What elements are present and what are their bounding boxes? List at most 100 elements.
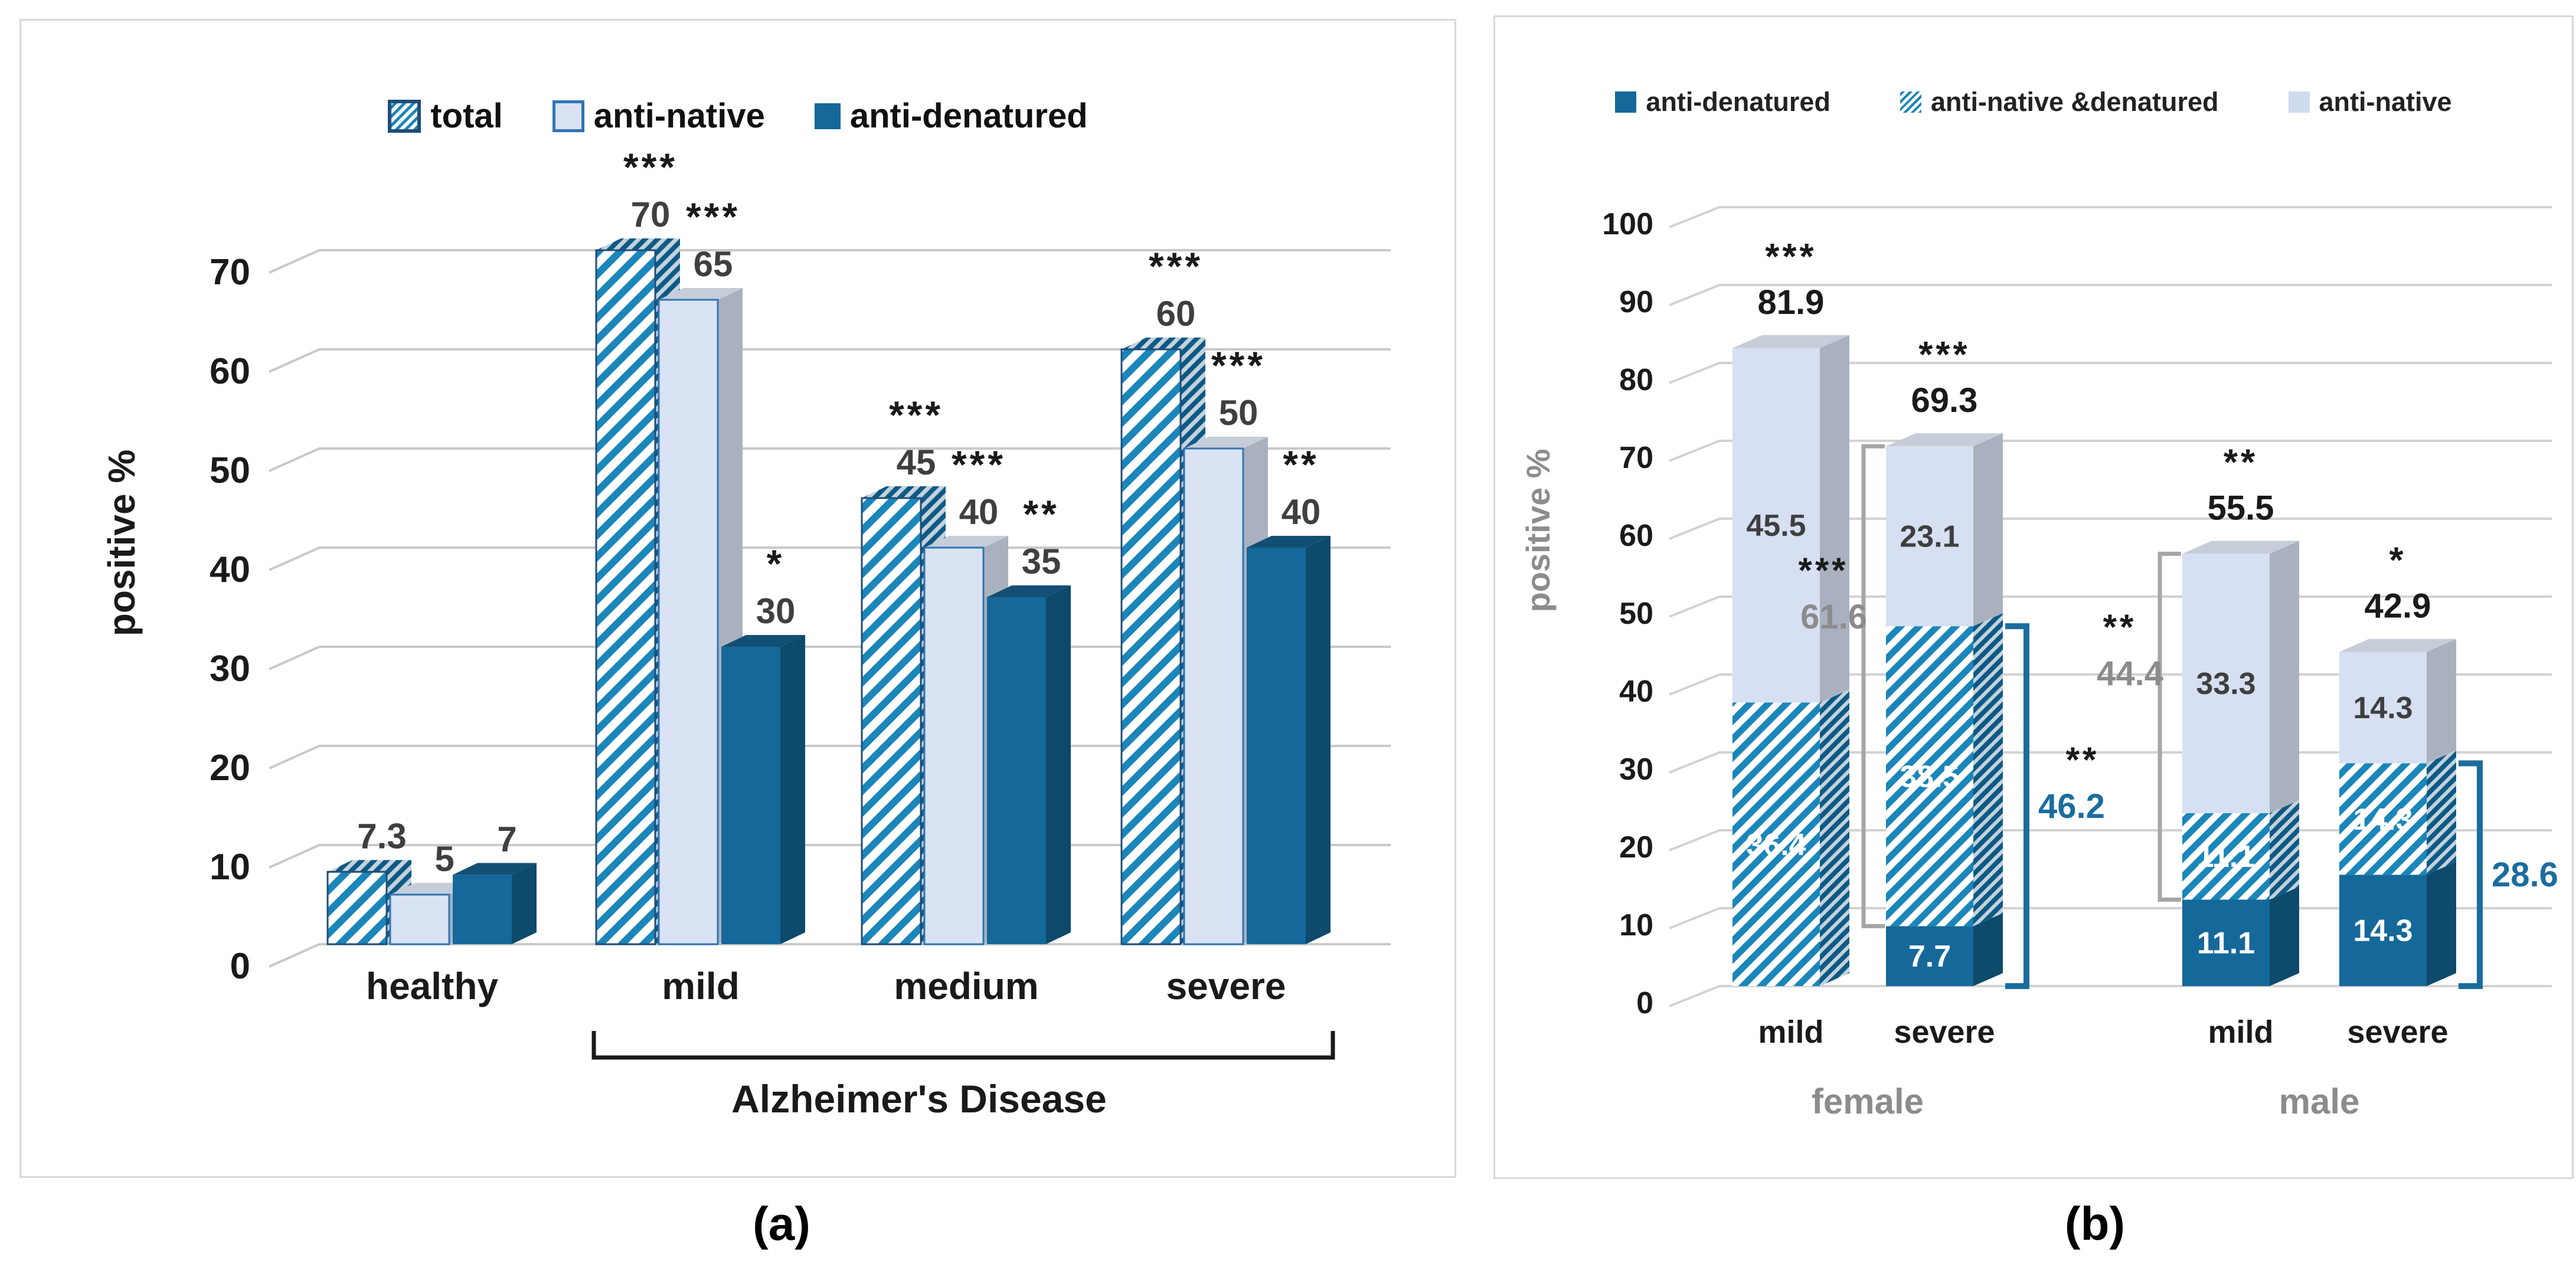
y-axis-title: positive % [100,450,143,637]
legend-label-anti-native: anti-native [2319,87,2452,117]
value-label: 70 [631,195,671,234]
bar-anti-denatured-healthy [453,875,512,944]
segment-side-anti-native [2427,639,2456,764]
x-tick-label: mild [1758,1014,1823,1050]
annotation-value: 44.4 [2097,654,2163,693]
value-label: 7 [497,819,516,859]
value-label: 5 [434,839,454,879]
bar-top [2339,639,2456,652]
group-label-female: female [1812,1082,1924,1121]
grid-line [1669,284,2552,306]
grid-line [1669,985,2552,1007]
bar-top-anti-native [924,536,1008,548]
bar-top-anti-native [1184,437,1268,448]
segment-side-anti-native [1820,335,1849,703]
grid-line [269,348,1391,373]
segment-anti-native-male-severe [2339,651,2427,764]
annotation-bracket-blue [2005,623,2029,989]
segment-anti-native &denatured-male-mild [2182,813,2270,900]
y-tick-label: 50 [1619,597,1653,631]
caption-b: (b) [2064,1197,2126,1250]
y-tick-label: 30 [210,649,250,689]
total-label: 42.9 [2365,587,2431,626]
segment-anti-denatured-male-mild [2182,899,2270,986]
segment-label: 14.3 [2353,691,2412,725]
anti-native-swatch-icon [552,100,584,132]
significance-stars: *** [1211,343,1266,387]
segment-side-anti-native &denatured [2427,750,2456,875]
bar-anti-denatured-medium [987,597,1046,944]
grid-line [1669,362,2552,384]
segment-side-anti-native &denatured [2270,800,2299,900]
segment-side-anti-denatured [1973,913,2003,986]
segment-label: 14.3 [2353,914,2412,948]
legend-label-anti-denatured: anti-denatured [849,97,1088,135]
annotation-bracket-gray [2157,551,2181,902]
significance-stars: *** [686,195,740,238]
annotation-stars: ** [2066,740,2100,780]
bar-top [1732,335,1849,348]
y-tick-label: 30 [1619,752,1653,787]
annotation-value: 61.6 [1800,598,1867,636]
significance-stars: *** [623,145,678,189]
annotation-stars: *** [1798,551,1848,590]
bar-total-medium [861,497,922,945]
bar-top-anti-denatured [453,863,537,875]
segment-anti-native &denatured-female-severe [1886,626,1973,926]
significance-stars: *** [1149,244,1203,288]
caption-a: (a) [753,1197,810,1250]
x-tick-label: severe [2347,1014,2448,1050]
bar-total-severe [1120,348,1182,945]
value-label: 60 [1156,294,1196,333]
anti-denatured-swatch-icon [814,103,841,129]
legend-item-anti-denatured: anti-denatured [1615,87,1830,117]
annotation-value: 28.6 [2492,856,2558,894]
segment-side-anti-native [1973,433,2003,627]
segment-side-anti-native &denatured [1973,613,2003,926]
y-tick-label: 20 [210,748,250,788]
segment-anti-denatured-male-severe [2339,875,2427,986]
legend-item-anti-denatured: anti-denatured [814,96,1088,136]
segment-anti-native-female-severe [1886,446,1973,627]
segment-side-anti-denatured [2270,886,2299,986]
segment-side-anti-native &denatured [1820,689,1849,986]
grid-line [1669,440,2552,462]
significance-stars: * [2389,541,2406,581]
bar-anti-denatured-severe [1247,548,1306,944]
panel-a: 0 10 20 30 40 50 60 70 positive % 7.3 5 7 healthy 70 *… [19,19,1456,1178]
annotation-bracket-gray [1861,444,1885,928]
segment-label: 33.3 [2196,667,2255,701]
anti-native-and-denatured-swatch-icon [1900,91,1921,113]
grid-line [269,546,1391,571]
bar-top [2182,541,2299,554]
total-label: 81.9 [1758,283,1825,322]
x-tick-label: mild [662,965,740,1007]
segment-label: 11.1 [2197,840,2255,874]
value-label: 40 [1282,492,1321,532]
bar-side-anti-denatured [1046,585,1071,944]
y-tick-label: 60 [1619,519,1653,553]
y-tick-label: 40 [1619,675,1653,709]
value-label: 30 [756,591,796,631]
y-tick-label: 70 [1619,441,1653,475]
y-tick-label: 90 [1619,285,1653,319]
grid-line [269,943,1391,968]
anti-native-swatch-icon [2288,91,2310,113]
significance-stars: ** [2224,442,2258,483]
legend-label-anti-denatured: anti-denatured [1646,87,1830,117]
y-tick-label: 60 [210,351,250,392]
group-label-male: male [2279,1082,2360,1121]
value-label: 50 [1219,393,1258,433]
x-tick-label: mild [2208,1014,2273,1050]
significance-stars: *** [952,443,1006,486]
total-label: 55.5 [2208,489,2274,527]
y-tick-label: 0 [230,946,250,987]
bar-anti-native-severe [1183,447,1244,945]
annotation-value: 46.2 [2038,787,2105,826]
grid-line [269,249,1391,274]
legend-item-anti-native-and-denatured: anti-native &denatured [1900,87,2219,117]
bar-anti-denatured-mild [721,647,780,944]
y-tick-label: 10 [210,847,250,888]
